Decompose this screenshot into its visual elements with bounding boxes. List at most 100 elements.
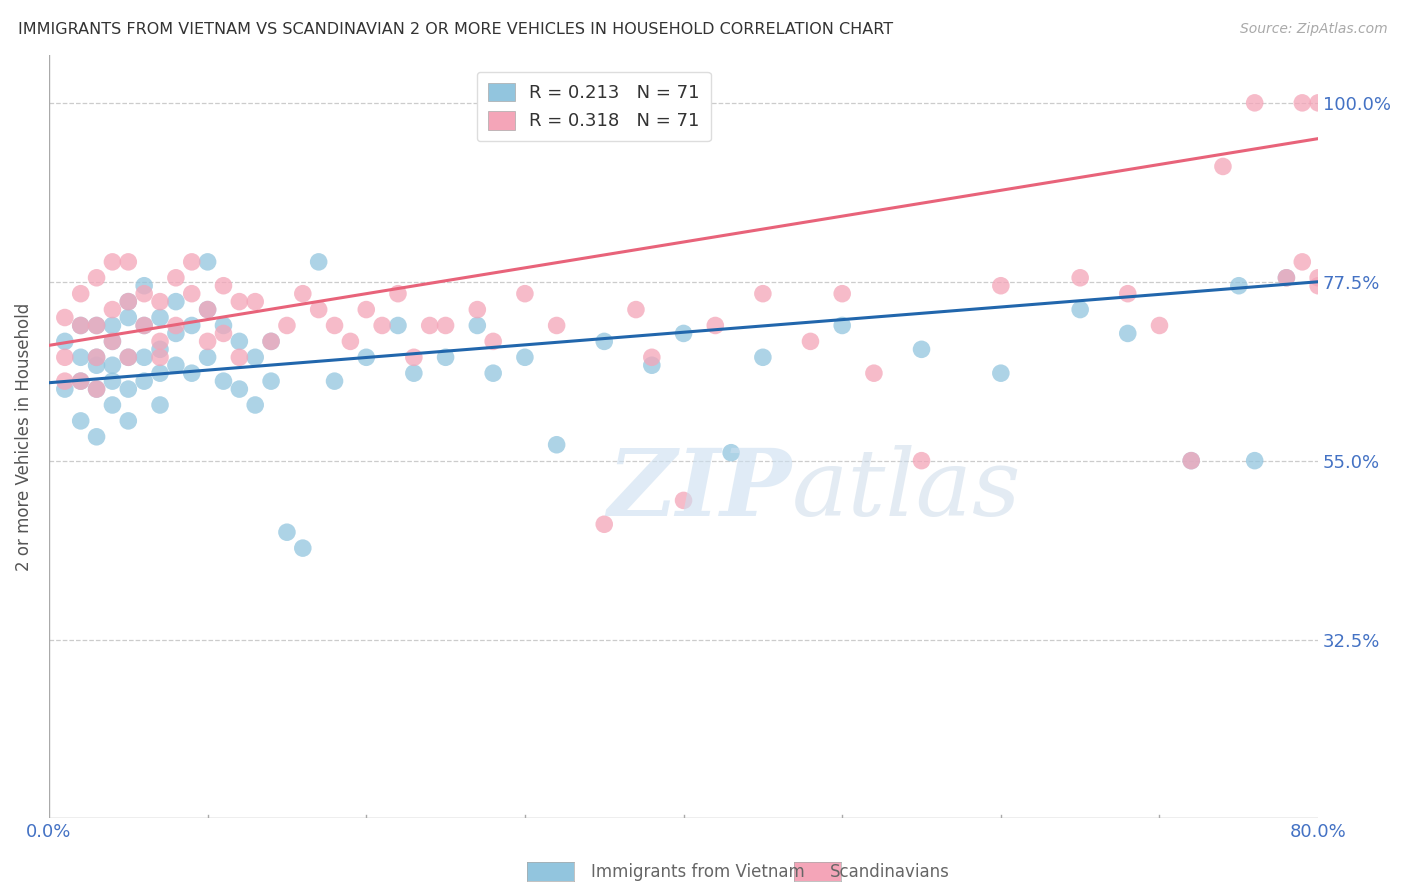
Point [672,326,695,341]
Point [53,351,76,365]
Point [1227,278,1250,293]
Point [465,318,488,333]
Point [276,525,298,540]
Point [197,255,219,269]
Point [86,382,108,396]
Point [323,318,346,333]
Point [593,517,616,532]
Point [134,286,156,301]
Point [134,351,156,365]
Point [245,398,267,412]
Point [101,374,124,388]
Point [134,318,156,333]
Point [434,351,457,365]
Text: Scandinavians: Scandinavians [830,863,949,881]
Point [1291,255,1313,269]
Point [482,366,505,380]
Point [53,382,76,396]
Point [356,302,378,317]
Point [86,351,108,365]
Point [212,374,235,388]
Point [1069,270,1091,285]
Point [69,351,91,365]
Point [197,302,219,317]
Point [86,358,108,372]
Point [863,366,886,380]
Point [86,318,108,333]
Point [720,446,742,460]
Point [641,351,664,365]
Point [546,318,568,333]
Point [117,351,139,365]
Point [402,351,425,365]
Point [624,302,647,317]
Point [1212,160,1234,174]
Point [69,414,91,428]
Point [86,430,108,444]
Point [990,366,1012,380]
Point [117,294,139,309]
Point [180,255,202,269]
Point [149,334,172,349]
Point [1308,95,1330,110]
Point [101,302,124,317]
Point [180,286,202,301]
Point [197,302,219,317]
Point [165,318,187,333]
Point [593,334,616,349]
Text: Immigrants from Vietnam: Immigrants from Vietnam [591,863,804,881]
Point [69,374,91,388]
Point [53,374,76,388]
Point [149,294,172,309]
Point [465,302,488,317]
Point [752,286,775,301]
Text: ZIP: ZIP [607,445,792,535]
Point [513,286,536,301]
Point [704,318,727,333]
Point [291,286,314,301]
Point [197,351,219,365]
Point [149,310,172,325]
Point [1275,270,1298,285]
Point [831,286,853,301]
Point [101,334,124,349]
Point [260,334,283,349]
Point [260,334,283,349]
Point [1275,270,1298,285]
Point [831,318,853,333]
Text: atlas: atlas [792,445,1021,535]
Point [86,270,108,285]
Point [228,334,250,349]
Point [101,255,124,269]
Point [641,358,664,372]
Point [990,278,1012,293]
Point [212,318,235,333]
Point [419,318,441,333]
Point [1180,453,1202,467]
Point [134,318,156,333]
Point [212,278,235,293]
Point [371,318,394,333]
Y-axis label: 2 or more Vehicles in Household: 2 or more Vehicles in Household [15,302,32,571]
Point [291,541,314,555]
Point [149,351,172,365]
Point [228,351,250,365]
Point [387,286,409,301]
Point [101,398,124,412]
Point [245,294,267,309]
Point [101,358,124,372]
Point [308,302,330,317]
Point [308,255,330,269]
Point [69,318,91,333]
Point [212,326,235,341]
Point [149,398,172,412]
Point [53,310,76,325]
Point [434,318,457,333]
Point [101,318,124,333]
Point [323,374,346,388]
Point [69,318,91,333]
Point [1069,302,1091,317]
Point [387,318,409,333]
Point [356,351,378,365]
Point [1180,453,1202,467]
